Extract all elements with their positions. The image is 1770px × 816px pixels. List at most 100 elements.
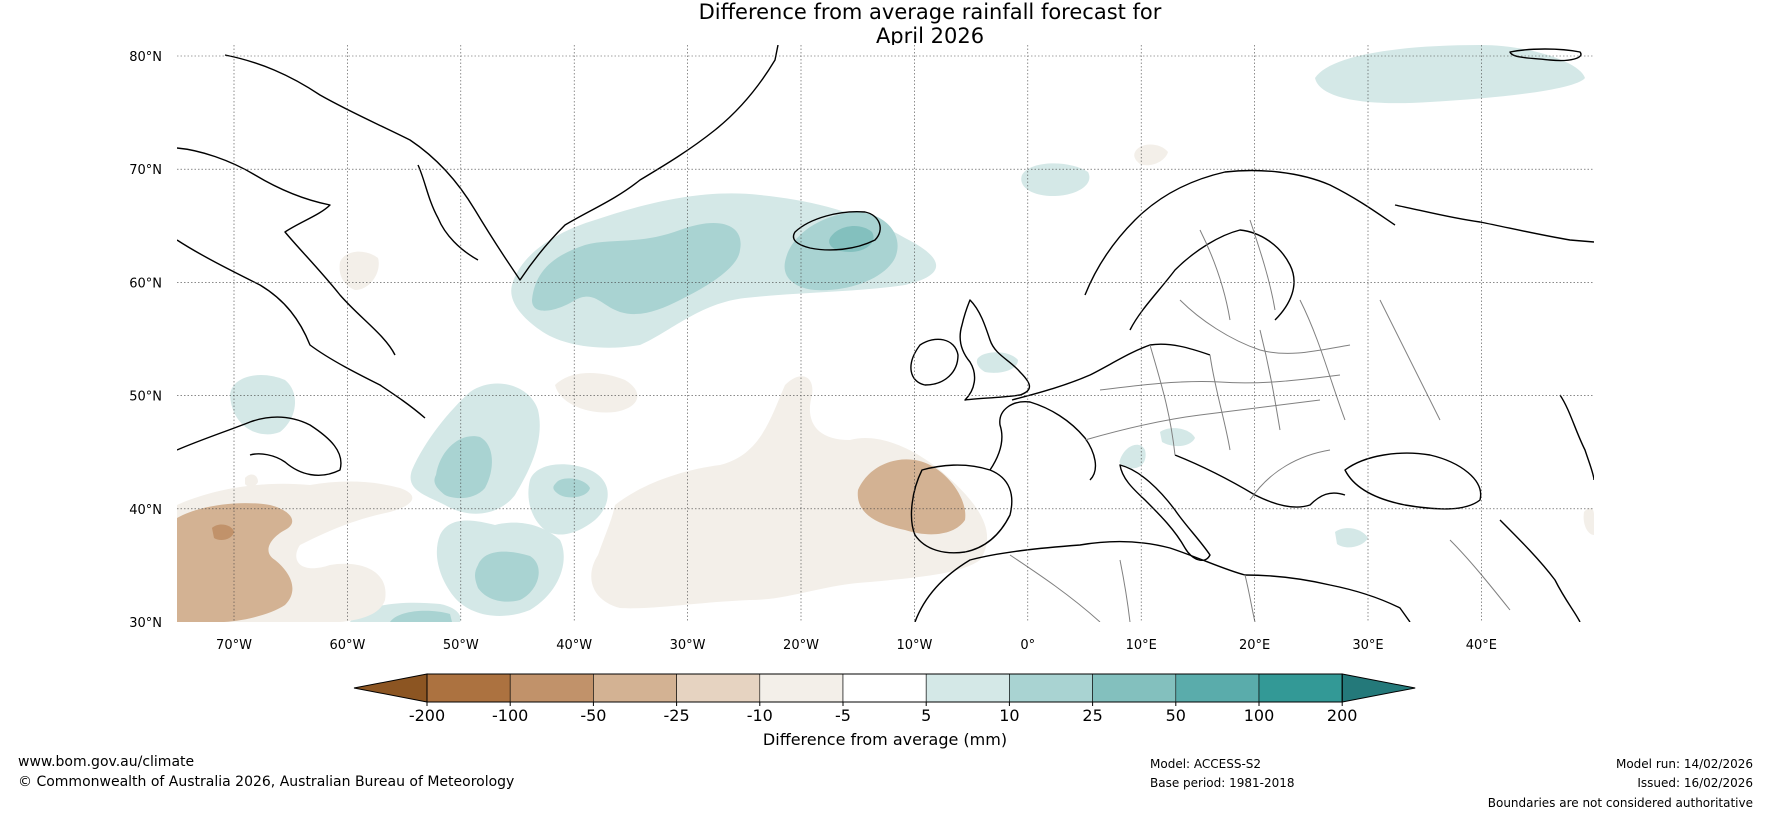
border-3 [1259, 329, 1281, 431]
map-title: Difference from average rainfall forecas… [0, 0, 1770, 48]
colorbar-tick-label: 50 [1166, 706, 1186, 725]
colorbar-tick-label: -100 [492, 706, 528, 725]
wet-region-barents [1315, 45, 1585, 104]
lon-label: 10°E [1126, 638, 1157, 653]
footer-issued: Issued: 16/02/2026 [1637, 776, 1753, 790]
lon-label: 40°E [1466, 638, 1497, 653]
latitude-labels: 80°N 70°N 60°N 50°N 40°N 30°N [129, 50, 162, 631]
colorbar-segment [1258, 673, 1343, 703]
lon-label: 30°W [670, 638, 706, 653]
dry-region-central-atlantic [555, 373, 638, 413]
footer-disclaimer: Boundaries are not considered authoritat… [1487, 796, 1753, 810]
dry-region-west-atlantic-core [177, 503, 293, 622]
dry-region-iberia-west [857, 459, 966, 535]
lon-label: 30°E [1352, 638, 1383, 653]
footer-url: www.bom.gov.au/climate [18, 754, 195, 770]
colorbar-segment [842, 673, 927, 703]
dry-region-greenland-sea [1134, 144, 1168, 166]
border-6 [1099, 374, 1341, 391]
colorbar-tick-label: 200 [1327, 706, 1358, 725]
colorbar-tick-label: -10 [747, 706, 773, 725]
dry-region-newfoundland-south [245, 474, 258, 487]
border-10 [1379, 299, 1441, 421]
coastline-greenland-west [417, 164, 479, 261]
colorbar-tick-label: -25 [664, 706, 690, 725]
wet-region-mid-atlantic-3-core [475, 551, 539, 602]
wet-region-bottom-atlantic-core [390, 610, 452, 622]
dry-region-turkey-edge [1583, 508, 1594, 535]
border-9 [1249, 219, 1276, 311]
dry-region-baffin [339, 251, 379, 290]
colorbar-tick-label: 25 [1082, 706, 1102, 725]
wet-region-adriatic [1160, 428, 1195, 447]
colorbar-segment [925, 673, 1010, 703]
colorbar-extend-high [1341, 673, 1416, 703]
coastline-ireland [910, 338, 959, 386]
colorbar-segment [1092, 673, 1177, 703]
title-line-2: April 2026 [875, 24, 985, 48]
coastline-caspian [1559, 394, 1594, 481]
coastline-iberia [910, 464, 1013, 554]
colorbar-segment [1175, 673, 1260, 703]
footer-base-period: Base period: 1981-2018 [1150, 776, 1295, 790]
graticule [177, 45, 1594, 622]
lon-label: 70°W [216, 638, 252, 653]
map-plot-area [177, 45, 1594, 622]
coastline-north-africa [914, 540, 1411, 622]
colorbar-segment [759, 673, 844, 703]
wet-region-north-atlantic-core [532, 222, 741, 315]
lon-label: 10°W [896, 638, 932, 653]
coastline-italy [1119, 464, 1211, 562]
coastline-svalbard [1509, 48, 1582, 62]
colorbar-tick-label: 100 [1244, 706, 1275, 725]
wet-region-mid-atlantic-2-core [553, 478, 590, 498]
dry-region-east-atlantic [591, 376, 988, 609]
colorbar-segment [676, 673, 761, 703]
lon-label: 50°W [443, 638, 479, 653]
colorbar-segment [1009, 673, 1093, 703]
lat-label: 80°N [129, 50, 162, 65]
coastline-black-sea [1344, 452, 1482, 510]
colorbar-tick-label: -5 [835, 706, 851, 725]
coastline-middle-east [1499, 519, 1581, 622]
colorbar: -200 -100 -50 -25 -10 -5 5 10 25 50 100 200 [353, 673, 1416, 725]
country-borders [1009, 219, 1511, 622]
coastline-balkans [1174, 454, 1346, 508]
border-7 [1179, 299, 1351, 354]
title-line-1: Difference from average rainfall forecas… [698, 0, 1162, 24]
footer-copyright: © Commonwealth of Australia 2026, Austra… [18, 774, 515, 790]
coastline-russia-north [1394, 204, 1594, 243]
border-11 [1249, 449, 1331, 501]
border-2 [1209, 354, 1231, 451]
colorbar-extend-low [353, 673, 428, 703]
coastline-norway [1084, 169, 1396, 296]
colorbar-tick-label: 10 [999, 706, 1019, 725]
rainfall-anomaly-shading [177, 45, 1594, 622]
wet-region-quebec [230, 375, 296, 435]
lat-label: 40°N [129, 503, 162, 518]
border-12 [1119, 559, 1131, 622]
lon-label: 0° [1020, 638, 1035, 653]
colorbar-segment [593, 673, 677, 703]
border-15 [1449, 539, 1511, 611]
footer-model-run: Model run: 14/02/2026 [1615, 757, 1753, 771]
wet-region-mid-atlantic-2 [528, 464, 608, 535]
coastline-great-britain [959, 299, 1031, 401]
border-13 [1009, 554, 1101, 622]
colorbar-tick-label: -200 [409, 706, 445, 725]
lat-label: 70°N [129, 163, 162, 178]
coastline-france [989, 401, 1097, 481]
lon-label: 60°W [329, 638, 365, 653]
colorbar-segment [509, 673, 594, 703]
dry-region-west-atlantic-spot [212, 524, 234, 540]
border-4 [1299, 299, 1346, 421]
coastline-greenland [224, 45, 779, 281]
lat-label: 60°N [129, 276, 162, 291]
wet-region-norwegian-sea [1021, 163, 1090, 197]
wet-region-uk [976, 352, 1018, 373]
lon-label: 20°E [1239, 638, 1270, 653]
coastline-labrador [177, 239, 426, 419]
lat-label: 50°N [129, 390, 162, 405]
wet-region-mid-atlantic-1-core [434, 436, 492, 499]
